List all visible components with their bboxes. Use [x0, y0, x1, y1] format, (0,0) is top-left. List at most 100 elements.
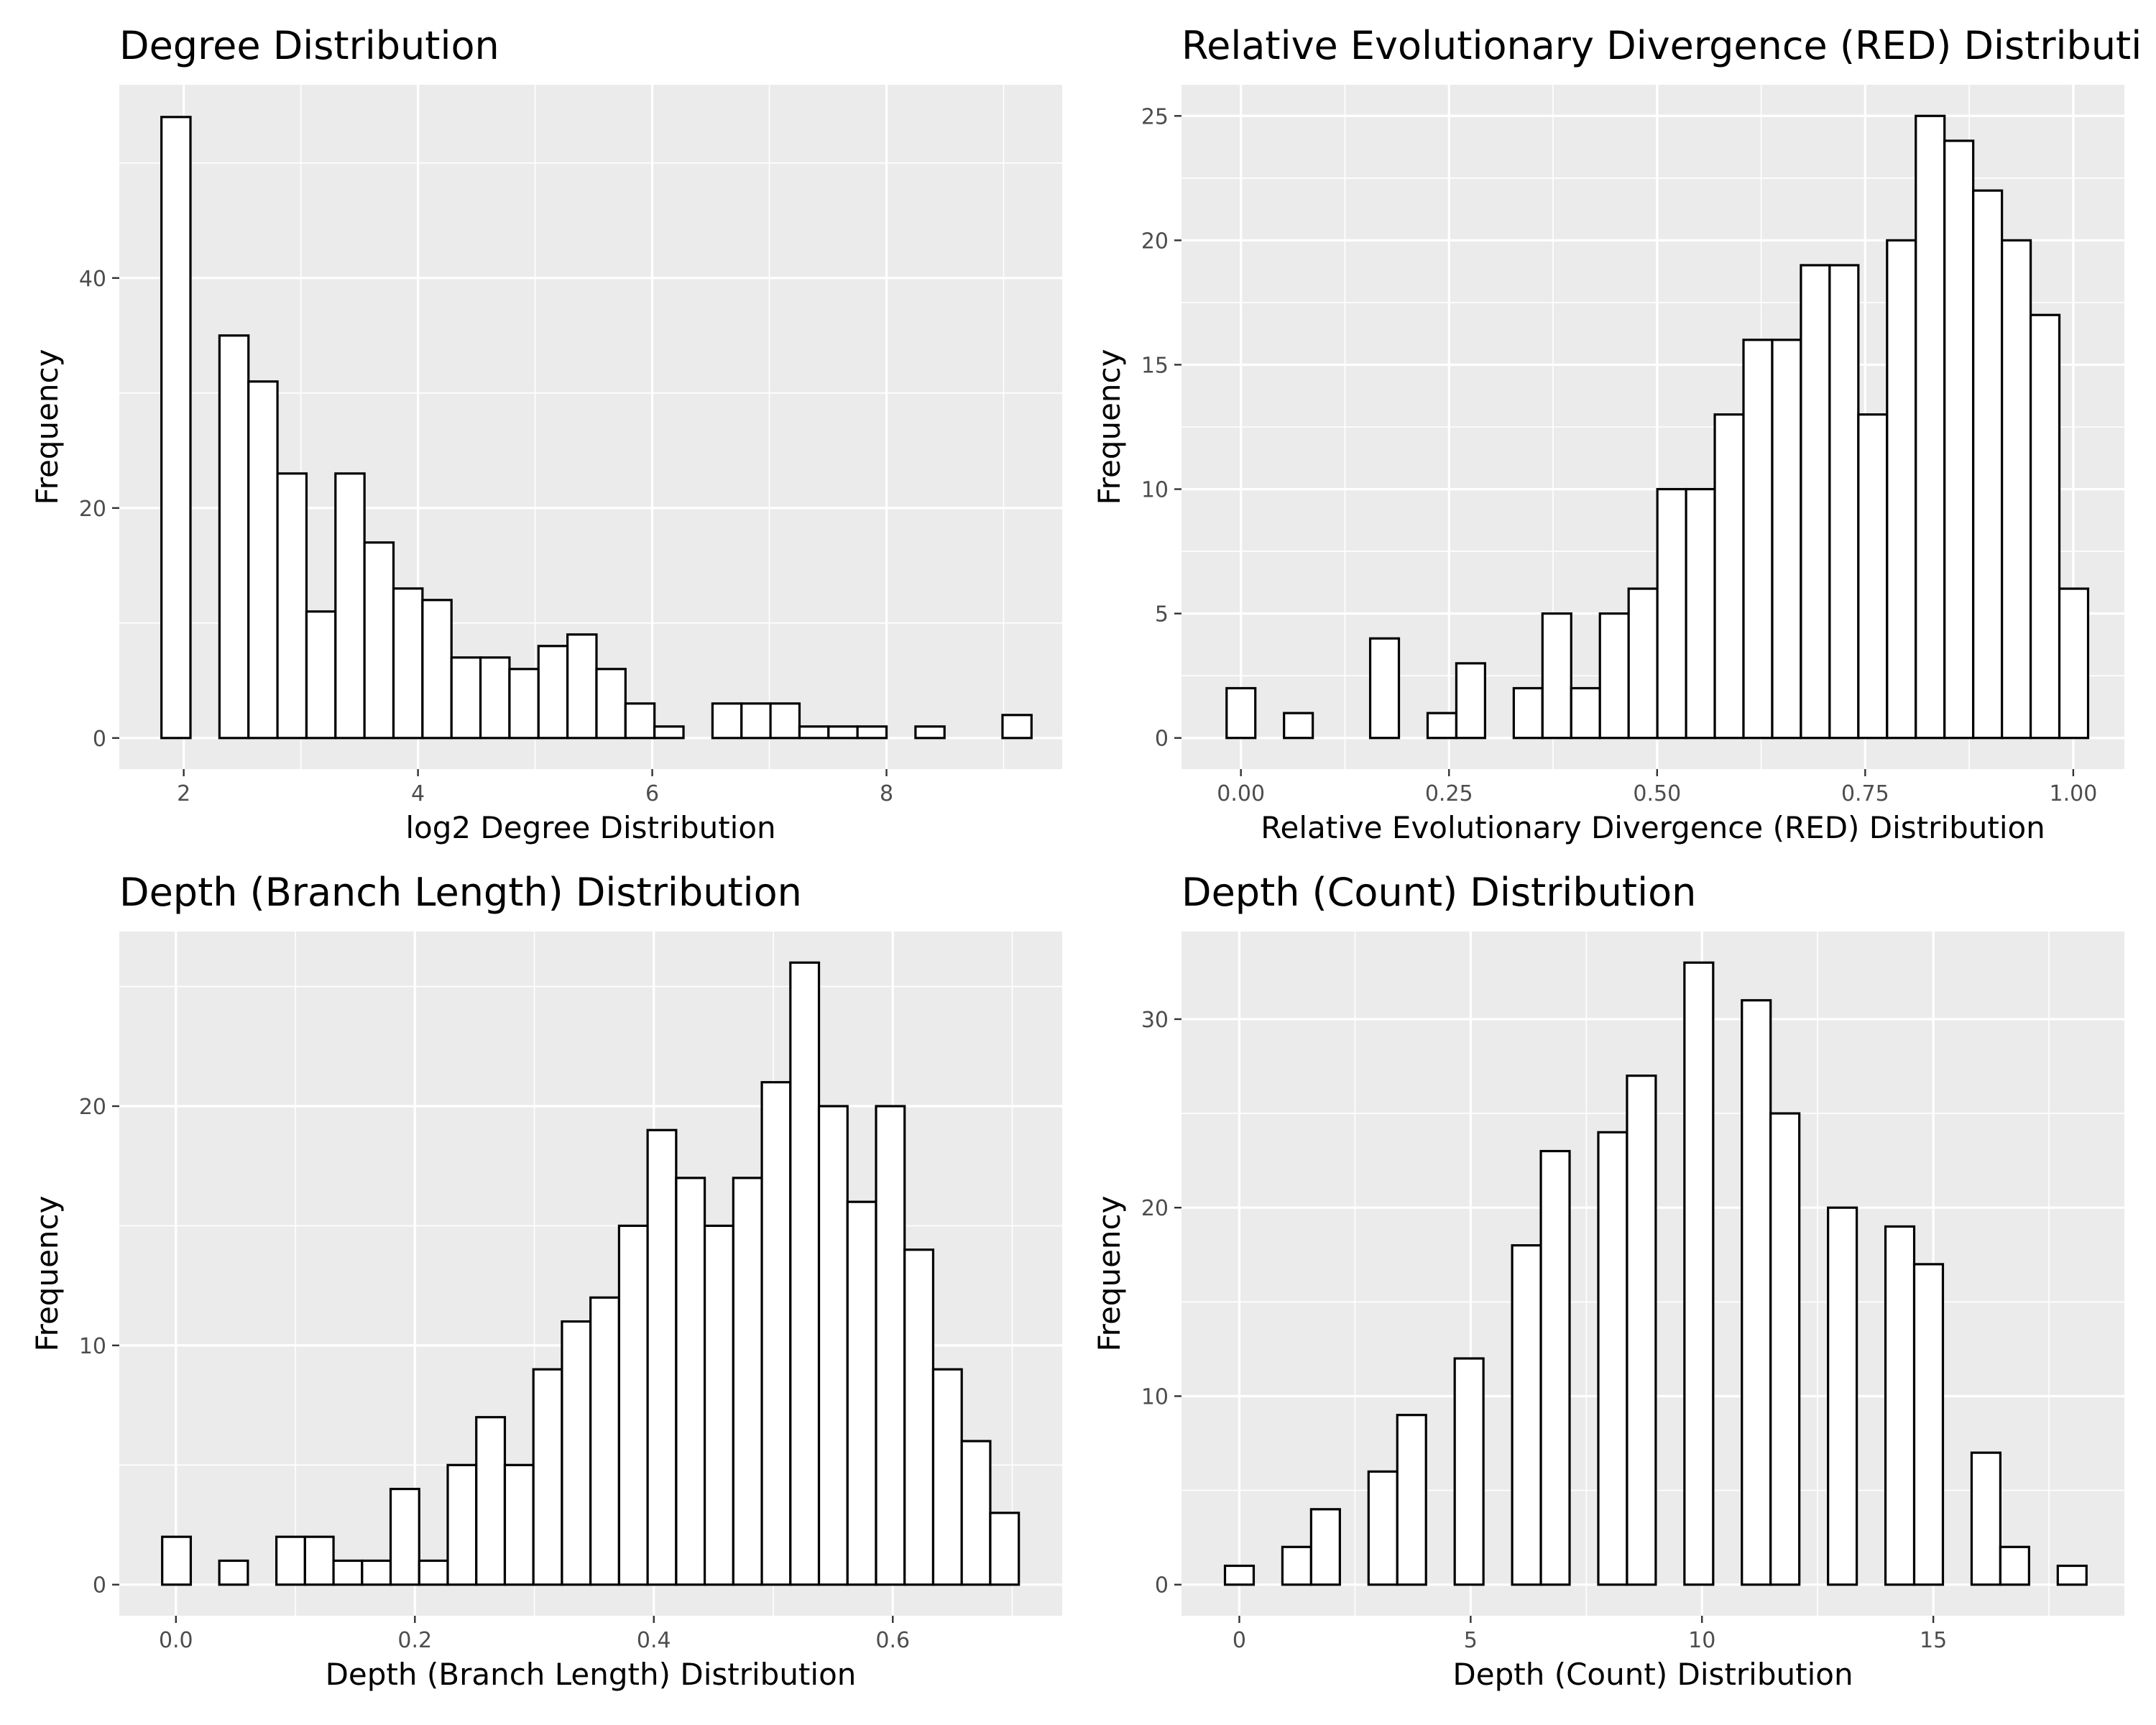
- histogram-bar: [2058, 587, 2090, 740]
- histogram-bar: [1541, 612, 1572, 740]
- histogram-bar: [846, 1200, 877, 1586]
- histogram-bar: [1943, 139, 1975, 740]
- x-tick-label: 0.50: [1633, 781, 1681, 806]
- histogram-bar: [392, 587, 424, 740]
- histogram-bar: [1309, 1508, 1341, 1586]
- depth-count-plot: 0 5 10 15 0 10 20 30 Depth (Count) Distribution D…: [1092, 870, 2124, 1692]
- x-tick-label: 0: [1233, 1628, 1246, 1653]
- histogram-bar: [503, 1463, 535, 1586]
- x-tick-label: 0.6: [875, 1628, 910, 1653]
- y-tick-label: 5: [1155, 602, 1169, 627]
- histogram-bar: [1999, 1545, 2030, 1586]
- y-tick-label: 0: [93, 1573, 106, 1598]
- histogram-bar: [305, 610, 337, 740]
- y-tick-label: 10: [79, 1334, 106, 1359]
- x-tick-label: 0.4: [637, 1628, 671, 1653]
- histogram-bar: [537, 645, 569, 740]
- histogram-bar: [653, 725, 685, 740]
- histogram-bar: [817, 1105, 849, 1586]
- histogram-bar: [646, 1128, 678, 1586]
- histogram-bar: [247, 380, 279, 740]
- histogram-bar: [931, 1368, 963, 1586]
- x-tick-label: 0.0: [159, 1628, 193, 1653]
- histogram-bar: [361, 1559, 392, 1586]
- histogram-bar: [740, 702, 772, 740]
- y-tick-label: 0: [1155, 1573, 1169, 1598]
- histogram-bar: [363, 541, 395, 740]
- histogram-bar: [532, 1368, 563, 1586]
- histogram-bar: [276, 472, 308, 740]
- histogram-bar: [1570, 686, 1601, 740]
- chart-title: Depth (Branch Length) Distribution: [119, 870, 802, 915]
- histogram-bar: [903, 1248, 935, 1586]
- histogram-bar: [960, 1440, 992, 1586]
- y-tick-label: 20: [1141, 1196, 1169, 1221]
- x-tick-label: 1.00: [2049, 781, 2097, 806]
- histogram-bar: [566, 633, 598, 740]
- histogram-bar: [1886, 239, 1917, 740]
- y-tick-label: 20: [79, 1095, 106, 1120]
- histogram-bar: [218, 334, 250, 740]
- histogram-bar: [1367, 1470, 1399, 1586]
- histogram-bar: [421, 599, 453, 740]
- histogram-bar: [1683, 961, 1715, 1586]
- histogram-bar: [1368, 637, 1401, 740]
- y-tick-label: 15: [1141, 353, 1169, 378]
- histogram-bar: [1771, 339, 1802, 740]
- histogram-bar: [856, 725, 888, 740]
- x-tick-label: 0.25: [1425, 781, 1473, 806]
- histogram-bar: [1283, 712, 1314, 740]
- histogram-bar: [595, 668, 627, 740]
- y-tick-label: 0: [1155, 727, 1169, 752]
- histogram-bar: [1598, 612, 1630, 740]
- y-tick-label: 40: [79, 267, 106, 292]
- histogram-bar: [561, 1320, 592, 1586]
- histogram-bar: [1396, 1414, 1427, 1586]
- x-tick-label: 4: [411, 781, 425, 806]
- histogram-bar: [1972, 189, 2004, 740]
- histogram-bar: [1281, 1545, 1312, 1586]
- histogram-bar: [711, 702, 743, 740]
- histogram-bar: [218, 1559, 249, 1586]
- x-tick-label: 6: [645, 781, 659, 806]
- histogram-bar: [389, 1487, 420, 1586]
- histogram-bar: [1800, 264, 1831, 740]
- histogram-bar: [1713, 413, 1745, 740]
- histogram-bar: [989, 1512, 1021, 1586]
- x-axis-title: Depth (Count) Distribution: [1452, 1657, 1853, 1692]
- histogram-bar: [1223, 1564, 1256, 1586]
- histogram-bar: [2056, 1564, 2088, 1586]
- histogram-bar: [1626, 1075, 1657, 1586]
- histogram-bar: [303, 1535, 335, 1586]
- x-tick-label: 0.00: [1217, 781, 1265, 806]
- histogram-bar: [914, 725, 946, 740]
- histogram-bar: [1742, 339, 1774, 740]
- histogram-bar: [589, 1296, 620, 1586]
- x-axis-title: Depth (Branch Length) Distribution: [326, 1657, 857, 1692]
- histogram-bar: [1627, 587, 1659, 740]
- histogram-bar: [703, 1224, 734, 1586]
- x-axis-title: log2 Degree Distribution: [405, 810, 775, 845]
- y-tick-label: 0: [93, 727, 106, 752]
- histogram-bar: [161, 1535, 193, 1586]
- histogram-bar: [875, 1105, 906, 1586]
- histogram-bar: [1597, 1131, 1628, 1586]
- y-axis-title: Frequency: [29, 349, 65, 505]
- x-tick-label: 0.2: [397, 1628, 432, 1653]
- histogram-bar: [1656, 487, 1687, 740]
- chart-title: Degree Distribution: [119, 23, 499, 68]
- y-axis-title: Frequency: [1092, 349, 1127, 505]
- histogram-bar: [1511, 1244, 1542, 1586]
- histogram-bar: [1884, 1225, 1916, 1586]
- histogram-bar: [760, 1081, 792, 1586]
- y-tick-label: 10: [1141, 478, 1169, 503]
- x-axis-title: Relative Evolutionary Divergence (RED) D…: [1261, 810, 2045, 845]
- histogram-bar: [1455, 662, 1486, 740]
- y-axis-title: Frequency: [29, 1196, 65, 1352]
- red-distribution-plot: 0.00 0.25 0.50 0.75 1.00 0 5 10 15 20 25 Relative E…: [1092, 23, 2140, 845]
- histogram-bar: [732, 1177, 763, 1586]
- histogram-bar: [1685, 487, 1716, 740]
- y-tick-label: 20: [79, 497, 106, 522]
- histogram-bar: [418, 1559, 449, 1586]
- histogram-bar: [1970, 1451, 2001, 1586]
